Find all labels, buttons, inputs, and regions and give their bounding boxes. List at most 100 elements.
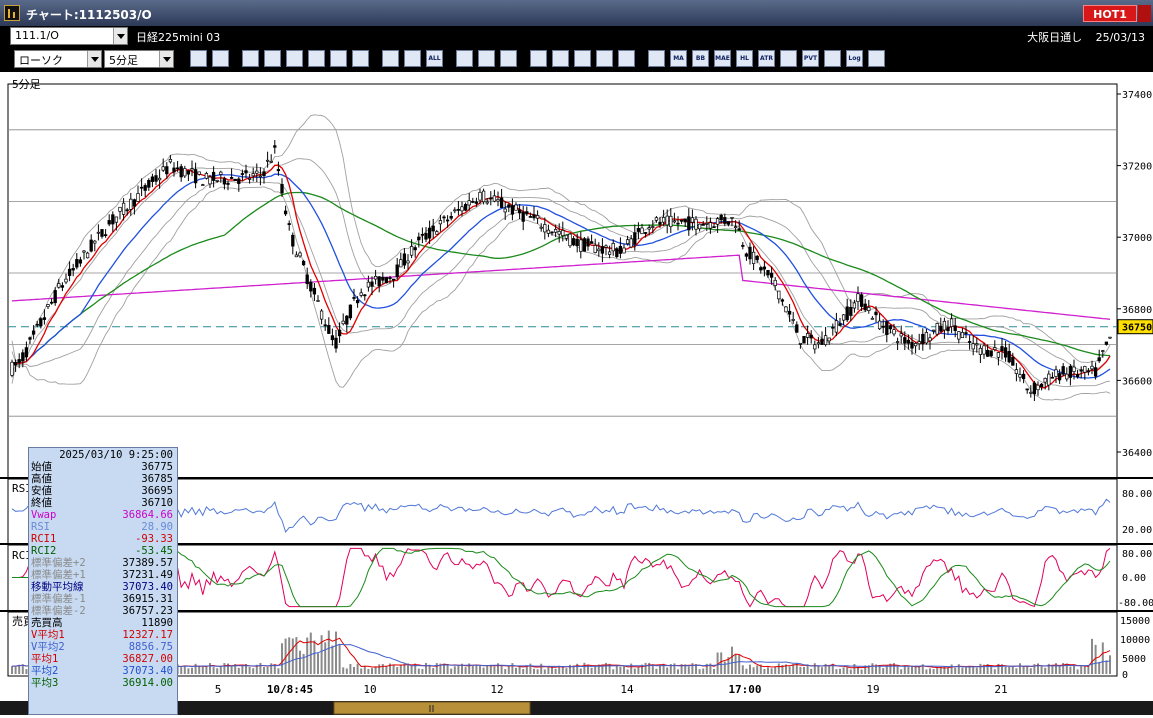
oscillators — [11, 498, 1111, 608]
candle-body — [39, 318, 43, 327]
candle-body — [528, 216, 533, 218]
candle-body — [53, 290, 57, 304]
volume-bar — [345, 668, 348, 674]
candle-body — [337, 329, 342, 337]
mae-icon[interactable]: MAE — [714, 50, 731, 67]
candle-body — [89, 239, 93, 252]
exit-icon[interactable] — [868, 50, 885, 67]
candle-body — [600, 246, 605, 254]
volume-bar — [284, 638, 287, 674]
candle-body — [1021, 373, 1026, 380]
bollinger-line — [11, 186, 1111, 401]
atr-icon[interactable]: ATR — [758, 50, 775, 67]
candle-body — [589, 241, 594, 244]
candle-body — [535, 215, 540, 219]
candle-body — [723, 217, 727, 224]
candle-body — [1011, 356, 1015, 366]
box-icon[interactable] — [824, 50, 841, 67]
candle-body — [35, 323, 39, 326]
volume-bar — [518, 666, 521, 674]
chart-area[interactable]: 37400 37200 37000 36800 36600 36400 36750 5分足 RS… — [0, 72, 1153, 715]
indicator-icon[interactable] — [574, 50, 591, 67]
candle-body — [287, 223, 291, 225]
magnify-icon[interactable] — [552, 50, 569, 67]
candle-body — [582, 238, 587, 252]
vwap-icon[interactable] — [648, 50, 665, 67]
volume-bar — [385, 666, 388, 674]
line-icon[interactable] — [264, 50, 281, 67]
candle-body — [852, 302, 857, 309]
volume-bar — [497, 663, 499, 674]
cursor-icon[interactable] — [286, 50, 303, 67]
wrench-icon[interactable] — [478, 50, 495, 67]
info-label: 始値 — [31, 461, 52, 473]
document-icon[interactable] — [330, 50, 347, 67]
candle-icon[interactable] — [382, 50, 399, 67]
chevron-down-icon[interactable] — [113, 28, 127, 44]
volume-bar — [713, 668, 715, 674]
candle-body — [795, 324, 799, 333]
volume-bar — [259, 662, 262, 674]
app-chart-icon — [4, 5, 20, 21]
candle-body — [1068, 365, 1073, 378]
info-label: 標準偏差+2 — [31, 557, 86, 569]
candle-body — [143, 185, 147, 191]
candle-body — [712, 226, 716, 229]
volume-bar — [857, 667, 859, 674]
zoom-icon[interactable] — [190, 50, 207, 67]
instrument-code-select[interactable]: 111.1/O — [10, 27, 128, 45]
info-value: 36775 — [141, 461, 173, 473]
candle-body — [420, 233, 425, 236]
candle-body — [265, 159, 270, 162]
candle-body — [1050, 376, 1055, 379]
ma-icon[interactable]: MA — [670, 50, 687, 67]
bar-icon[interactable] — [212, 50, 229, 67]
hot-close-icon[interactable] — [1138, 5, 1151, 22]
export-icon[interactable] — [530, 50, 547, 67]
ichimoku-icon[interactable] — [780, 50, 797, 67]
volume-bar — [788, 666, 791, 674]
trash-icon[interactable] — [352, 50, 369, 67]
volume-bar — [335, 631, 337, 674]
info-row: RSI 28.90 — [29, 521, 177, 533]
pvt-icon[interactable]: PVT — [802, 50, 819, 67]
candle-body — [96, 231, 101, 234]
volume-bar — [1001, 664, 1003, 674]
disabled-icon[interactable] — [618, 50, 635, 67]
candle-body — [820, 338, 824, 345]
settings-icon[interactable] — [456, 50, 473, 67]
info-rows: 始値 36775 高値 36785 安値 36695 終値 36710 Vwap 36864.66… — [29, 461, 177, 689]
hl-icon[interactable]: HL — [736, 50, 753, 67]
log-icon[interactable]: Log — [846, 50, 863, 67]
hot-button[interactable]: HOT1 — [1083, 5, 1137, 22]
volume-bar — [21, 664, 24, 674]
undo-icon[interactable] — [308, 50, 325, 67]
all-icon[interactable]: ALL — [426, 50, 443, 67]
chart-type-select[interactable]: ローソク — [14, 50, 102, 68]
cross-icon[interactable] — [596, 50, 613, 67]
volume-bar — [709, 663, 712, 674]
chevron-down-icon[interactable] — [159, 51, 173, 67]
candle-alt-icon[interactable] — [404, 50, 421, 67]
rci-panel-label: RCI — [12, 549, 32, 562]
candle-body — [514, 204, 518, 211]
volume-bar — [219, 666, 222, 674]
volume-bar — [327, 630, 330, 674]
interval-select[interactable]: 5分足 — [104, 50, 174, 68]
candle-body — [1014, 369, 1019, 374]
volume-bar — [896, 666, 899, 674]
volume-bar — [515, 667, 517, 674]
pen-icon[interactable] — [242, 50, 259, 67]
volume-bar — [576, 663, 579, 674]
candle-body — [1108, 336, 1112, 339]
chart-svg[interactable]: 37400 37200 37000 36800 36600 36400 36750 5分足 RS… — [0, 72, 1153, 715]
candle-body — [957, 331, 961, 340]
candle-body — [1104, 341, 1109, 345]
volume-bar — [572, 665, 575, 674]
chevron-down-icon[interactable] — [87, 51, 101, 67]
candle-body — [733, 226, 738, 228]
palette-icon[interactable] — [500, 50, 517, 67]
volume-bar — [435, 663, 438, 674]
volume-bar — [882, 668, 885, 674]
bb-icon[interactable]: BB — [692, 50, 709, 67]
